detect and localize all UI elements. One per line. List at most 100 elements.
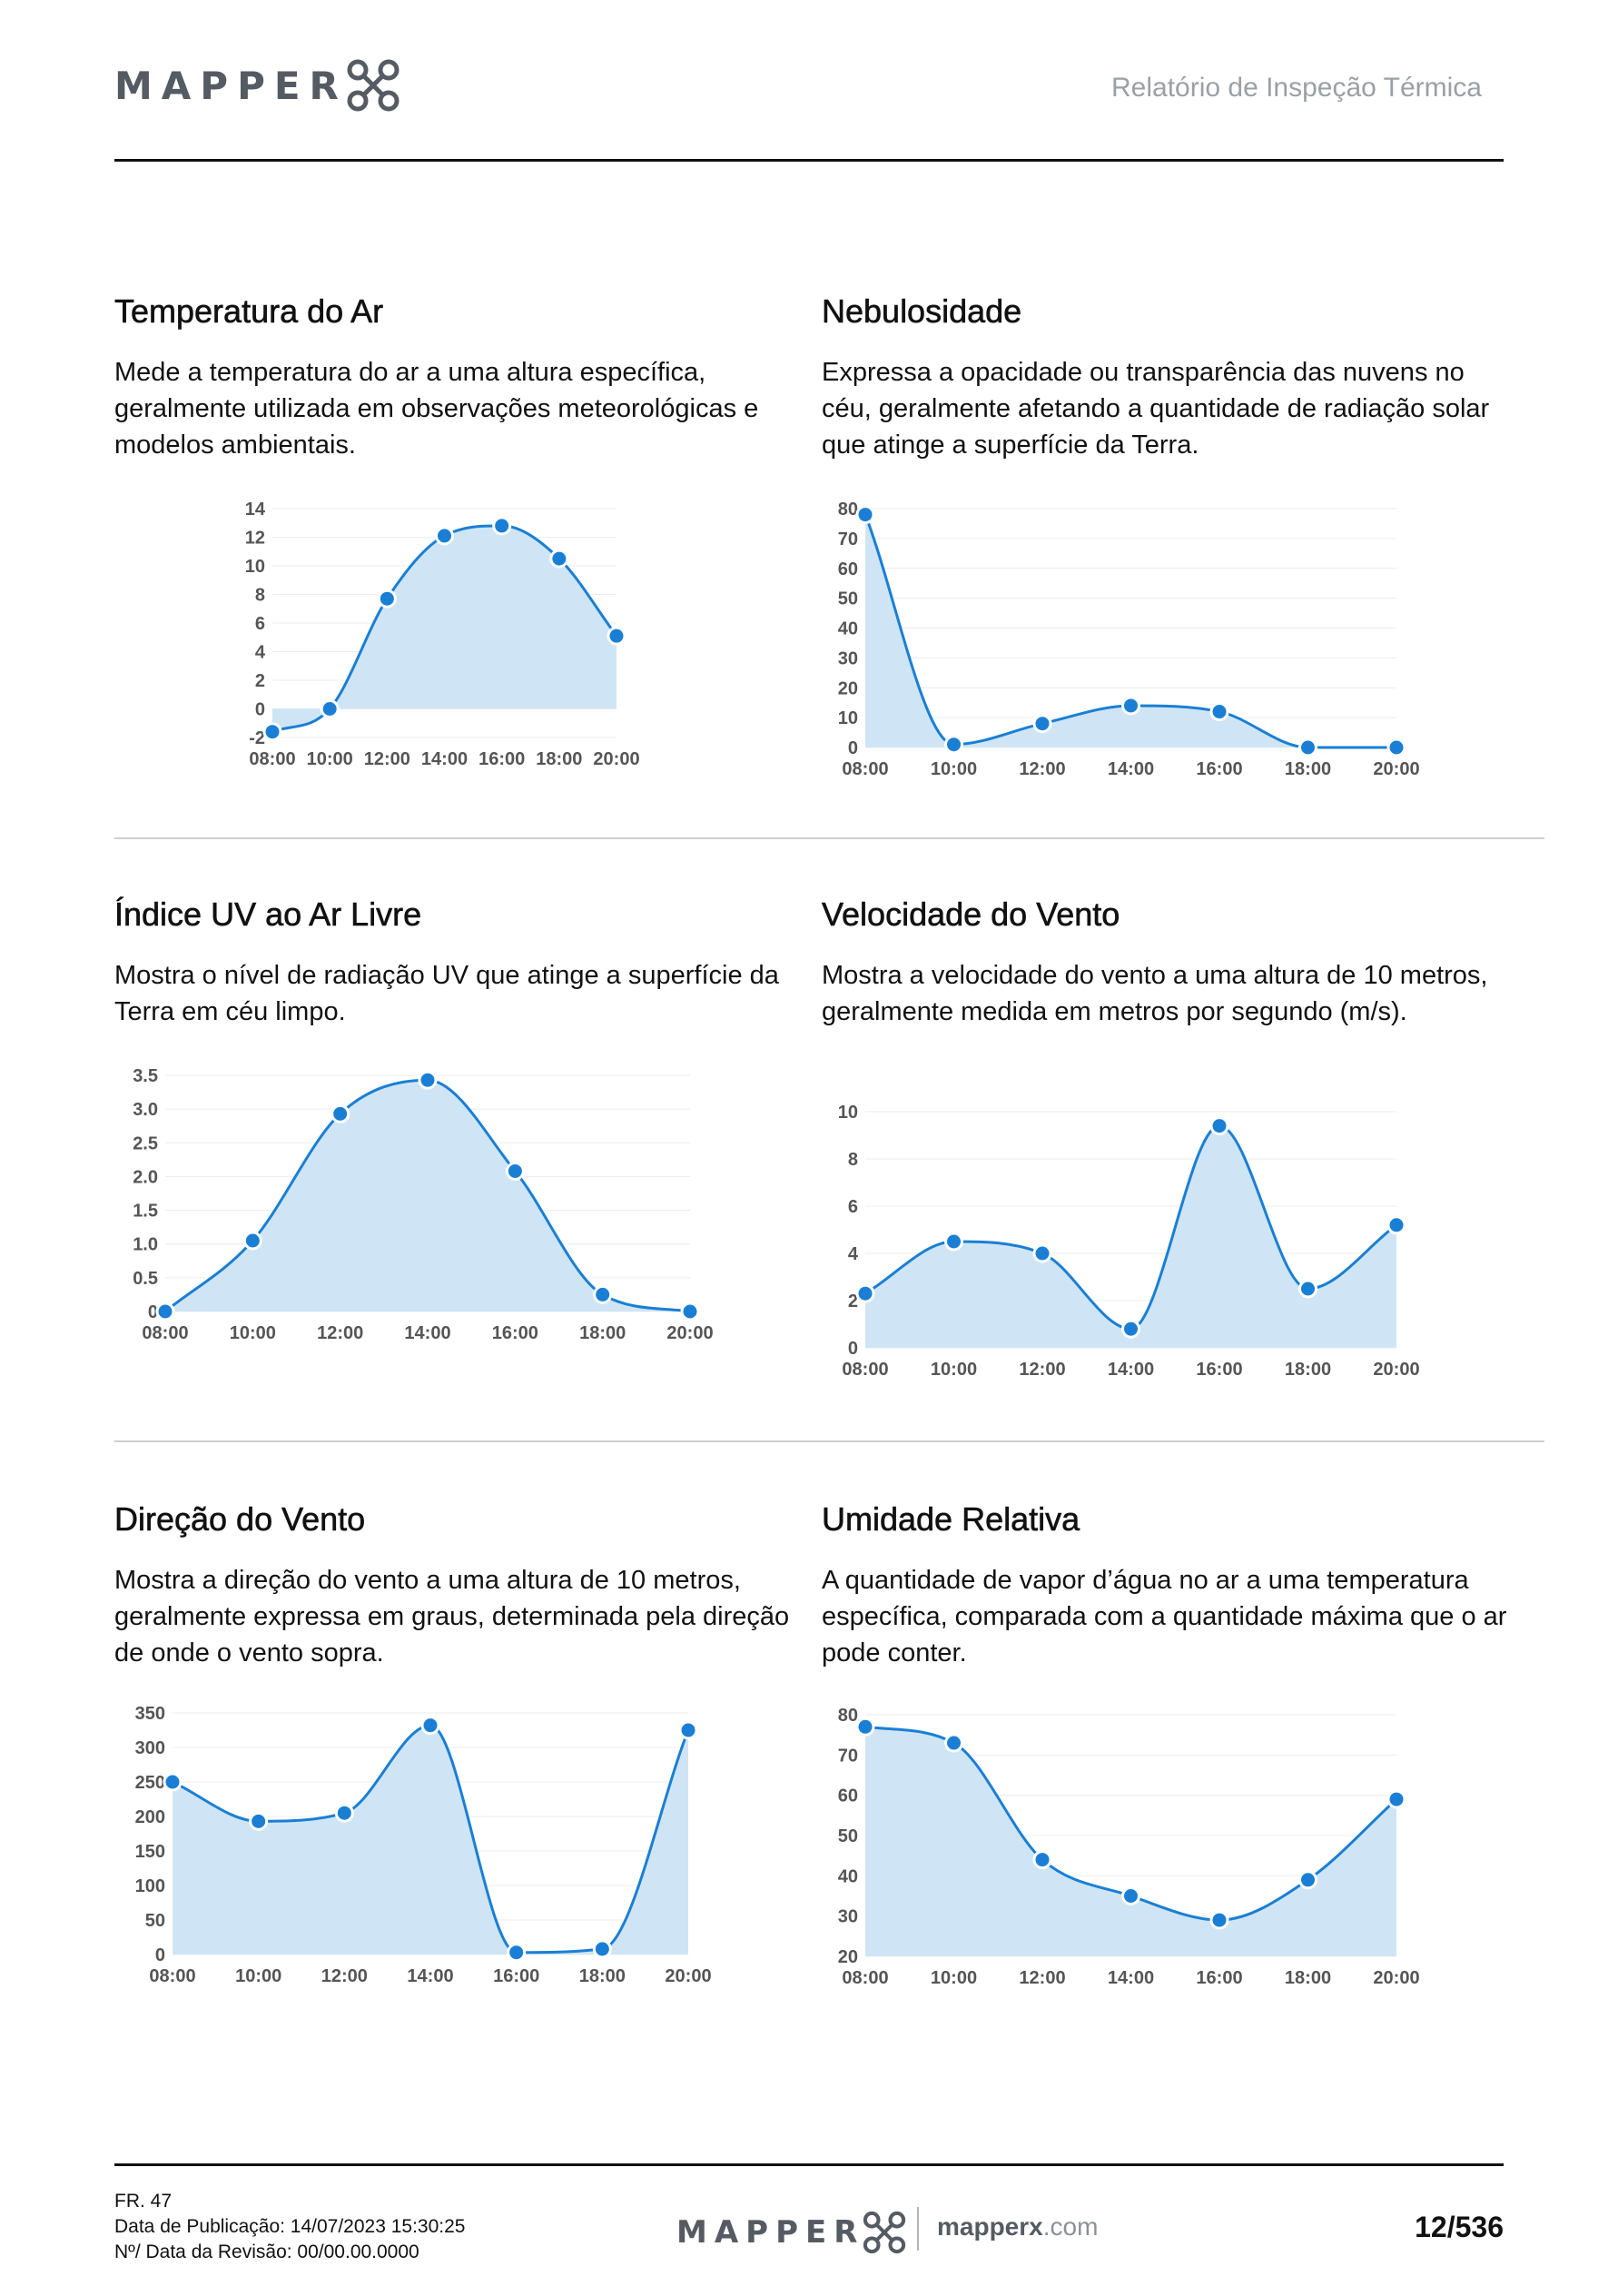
series-area	[865, 1727, 1396, 1956]
y-tick-label: 70	[838, 529, 858, 549]
data-point	[505, 1161, 525, 1181]
y-tick-label: 2	[255, 671, 265, 691]
section-divider	[114, 837, 1544, 839]
x-tick-label: 20:00	[666, 1323, 713, 1343]
footer-metadata: FR. 47 Data de Publicação: 14/07/2023 15…	[114, 2189, 465, 2265]
y-tick-label: 0	[155, 1945, 165, 1965]
x-tick-label: 16:00	[478, 749, 525, 769]
logo-wordmark: MAPPER	[114, 63, 348, 108]
x-tick-label: 10:00	[931, 759, 977, 779]
section-description: Expressa a opacidade ou transparência da…	[822, 358, 1490, 460]
y-tick-label: 2.0	[133, 1167, 158, 1187]
logo-wordmark: MAPPER	[676, 2214, 865, 2251]
y-tick-label: 30	[838, 648, 858, 668]
data-point	[242, 1231, 262, 1251]
data-point	[607, 626, 626, 646]
data-point	[855, 505, 875, 525]
data-point	[678, 1720, 698, 1740]
y-tick-label: 200	[135, 1807, 165, 1827]
header-divider	[114, 159, 1504, 162]
series-area	[173, 1725, 688, 1955]
data-point	[1121, 1886, 1140, 1905]
data-point	[1298, 1279, 1317, 1299]
x-tick-label: 18:00	[579, 1323, 626, 1343]
y-tick-label: 70	[838, 1746, 858, 1766]
chart-svg: 0 2 4 6 8 10 08:00 10:00 12:00 14:00 16:00 18:00 20:…	[838, 1103, 1420, 1380]
y-tick-label: 0	[148, 1302, 158, 1322]
x-tick-label: 20:00	[665, 1966, 711, 1986]
y-tick-label: 80	[838, 1706, 858, 1726]
x-tick-label: 18:00	[536, 749, 582, 769]
data-point	[680, 1301, 700, 1321]
section-title: Nebulosidade	[822, 292, 1022, 331]
data-point	[1209, 1910, 1229, 1930]
data-point	[592, 1939, 612, 1959]
x-tick-label: 16:00	[1196, 1968, 1242, 1988]
x-tick-label: 12:00	[1019, 759, 1065, 779]
section-title: Umidade Relativa	[822, 1500, 1080, 1539]
data-point	[262, 722, 282, 742]
data-point	[418, 1070, 438, 1090]
data-point	[249, 1811, 269, 1831]
chart-wind-speed: 0 2 4 6 8 10 08:00 10:00 12:00 14:00 16:00 18:00 20:…	[822, 1097, 1539, 1388]
data-point	[944, 735, 963, 755]
data-point	[1121, 696, 1140, 716]
chart-svg: 0 50 100 150 200 250 300 350 08:00 10:00 12:00 14:0…	[135, 1704, 712, 1986]
y-tick-label: 10	[838, 1103, 858, 1123]
y-tick-label: 3.5	[133, 1066, 158, 1086]
footer-divider	[114, 2163, 1504, 2166]
data-point	[492, 516, 512, 536]
data-point	[155, 1301, 175, 1321]
data-point	[1209, 1116, 1229, 1136]
y-tick-label: 50	[838, 589, 858, 609]
section-description: Mostra a direção do vento a uma altura d…	[114, 1566, 790, 1668]
website-link[interactable]: mapperx.com	[937, 2212, 1098, 2242]
x-tick-label: 16:00	[492, 1323, 538, 1343]
x-tick-label: 10:00	[931, 1360, 977, 1380]
y-tick-label: 30	[838, 1907, 858, 1927]
x-tick-label: 10:00	[235, 1966, 281, 1986]
x-tick-label: 16:00	[1196, 1360, 1242, 1380]
section-air-temperature: Temperatura do Ar Mede a temperatura do …	[114, 292, 804, 463]
x-tick-label: 18:00	[1285, 759, 1331, 779]
section-wind-speed: Velocidade do Vento Mostra a velocidade …	[822, 896, 1512, 1030]
chart-svg: 0 10 20 30 40 50 60 70 80 08:00 10:00 12:00 14:00 16:…	[838, 500, 1420, 779]
document-title: Relatório de Inspeção Térmica	[1111, 73, 1482, 103]
y-tick-label: 50	[145, 1911, 165, 1931]
data-point	[320, 699, 340, 718]
section-description: Mostra o nível de radiação UV que atinge…	[114, 961, 779, 1026]
series-line	[172, 1724, 690, 1955]
y-tick-label: 350	[135, 1704, 165, 1724]
series-area	[865, 1125, 1396, 1348]
data-point	[944, 1232, 963, 1252]
revision-info: Nº/ Data da Revisão: 00/00.00.0000	[114, 2242, 419, 2262]
x-tick-label: 18:00	[1285, 1968, 1331, 1988]
series-area	[272, 525, 617, 732]
y-tick-label: 20	[838, 1947, 858, 1967]
x-tick-label: 12:00	[364, 749, 410, 769]
chart-cloudiness: 0 10 20 30 40 50 60 70 80 08:00 10:00 12:00 14:00 16:…	[822, 494, 1539, 785]
chart-svg: 0 0.5 1.0 1.5 2.0 2.5 3.0 3.5 08:00 10:00 12:00 14:…	[133, 1066, 713, 1343]
y-tick-label: 14	[245, 500, 266, 520]
y-tick-label: 60	[838, 559, 858, 579]
chart-uv-index: 0 0.5 1.0 1.5 2.0 2.5 3.0 3.5 08:00 10:00 12:00 14:…	[114, 1061, 832, 1351]
y-tick-label: 3.0	[133, 1100, 158, 1120]
y-tick-label: 150	[135, 1842, 165, 1862]
data-point	[331, 1103, 350, 1123]
section-description: Mostra a velocidade do vento a uma altur…	[822, 961, 1488, 1026]
x-tick-label: 12:00	[321, 1966, 368, 1986]
data-point	[163, 1772, 183, 1792]
y-tick-label: 4	[848, 1244, 859, 1264]
data-point	[1298, 1870, 1317, 1890]
x-tick-label: 18:00	[1285, 1360, 1331, 1380]
x-tick-label: 18:00	[579, 1966, 626, 1986]
data-point	[855, 1283, 875, 1303]
section-title: Velocidade do Vento	[822, 896, 1120, 934]
footer-logo: MAPPER	[676, 2209, 908, 2256]
data-point	[593, 1284, 613, 1304]
y-tick-label: -2	[249, 728, 265, 748]
section-wind-direction: Direção do Vento Mostra a direção do ven…	[114, 1500, 804, 1671]
x-tick-label: 14:00	[1108, 759, 1154, 779]
y-tick-label: 12	[245, 529, 265, 549]
data-point	[1386, 1789, 1406, 1809]
